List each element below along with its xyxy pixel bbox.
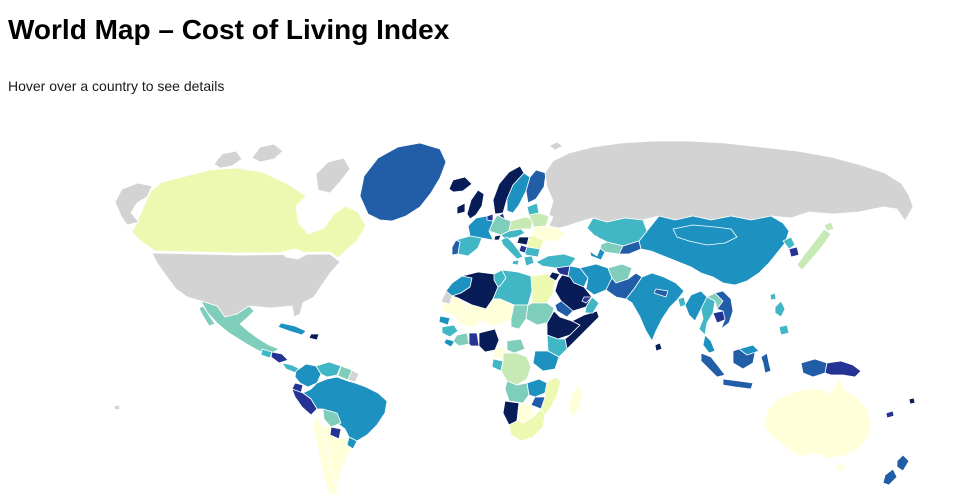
country-vietnam[interactable]: [714, 290, 734, 330]
country-uk[interactable]: [466, 189, 485, 220]
page-subtitle: Hover over a country to see details: [8, 78, 225, 94]
country-greenland[interactable]: [359, 142, 447, 222]
country-south-africa[interactable]: [508, 408, 546, 442]
country-zambia[interactable]: [526, 378, 548, 398]
continent-south-america: [113, 361, 388, 496]
country-central-african-republic[interactable]: [506, 338, 526, 354]
country-china[interactable]: [638, 215, 790, 286]
country-taiwan[interactable]: [769, 292, 777, 301]
country-svalbard[interactable]: [548, 141, 564, 151]
country-egypt[interactable]: [530, 273, 556, 304]
country-malaysia[interactable]: [702, 334, 760, 356]
country-nicaragua[interactable]: [270, 351, 289, 364]
country-hispaniola[interactable]: [308, 333, 320, 341]
country-ghana[interactable]: [468, 332, 480, 347]
country-india[interactable]: [625, 272, 685, 342]
country-uruguay[interactable]: [346, 436, 358, 450]
country-indonesia[interactable]: [700, 346, 828, 390]
continent-oceania: [763, 377, 916, 486]
country-new-zealand-south[interactable]: [882, 468, 898, 486]
country-guinea[interactable]: [441, 324, 459, 338]
country-venezuela[interactable]: [315, 361, 342, 378]
country-mozambique[interactable]: [540, 376, 562, 416]
country-bulgaria[interactable]: [524, 246, 541, 258]
country-north-korea[interactable]: [782, 236, 796, 250]
page-title: World Map – Cost of Living Index: [8, 14, 450, 45]
great-lakes: [281, 248, 308, 260]
country-israel[interactable]: [548, 271, 561, 282]
country-usa-alaska[interactable]: [114, 182, 153, 226]
country-philippines[interactable]: [774, 300, 790, 336]
country-australia[interactable]: [763, 377, 873, 459]
continent-north-america: [114, 142, 473, 374]
country-kyrgyzstan[interactable]: [618, 240, 642, 255]
continent-asia: [535, 140, 914, 390]
country-liberia[interactable]: [443, 338, 456, 348]
caspian-sea: [586, 235, 602, 257]
country-canada[interactable]: [131, 167, 367, 259]
country-tasmania[interactable]: [835, 462, 846, 472]
black-sea: [543, 243, 568, 255]
country-papua-new-guinea[interactable]: [824, 360, 862, 378]
country-japan[interactable]: [796, 221, 835, 271]
country-iceland[interactable]: [448, 176, 473, 193]
continent-africa: [438, 269, 600, 442]
country-netherlands[interactable]: [486, 213, 494, 222]
country-russia[interactable]: [544, 140, 914, 229]
country-canadian-arctic[interactable]: [213, 143, 351, 194]
country-french-polynesia[interactable]: [113, 404, 121, 411]
country-oman[interactable]: [584, 296, 600, 314]
country-yemen[interactable]: [554, 300, 574, 318]
country-ivory-coast[interactable]: [452, 332, 470, 347]
country-new-zealand-north[interactable]: [896, 454, 910, 472]
country-turkey[interactable]: [535, 253, 577, 269]
country-sri-lanka[interactable]: [654, 342, 663, 352]
country-bolivia[interactable]: [322, 408, 342, 428]
country-italy[interactable]: [500, 236, 524, 266]
map-header: World Map – Cost of Living Index Hover o…: [8, 14, 449, 94]
country-ireland[interactable]: [456, 202, 466, 215]
country-chad[interactable]: [510, 304, 529, 330]
country-uae[interactable]: [581, 296, 593, 304]
country-nigeria[interactable]: [478, 328, 500, 353]
country-mongolia[interactable]: [672, 224, 738, 246]
country-greece[interactable]: [523, 255, 535, 267]
continent-europe: [451, 141, 567, 267]
country-belarus[interactable]: [528, 212, 550, 228]
country-guatemala[interactable]: [260, 348, 273, 359]
country-norway[interactable]: [492, 165, 525, 215]
country-angola[interactable]: [504, 380, 530, 404]
country-nepal[interactable]: [653, 288, 669, 298]
country-tanzania[interactable]: [532, 350, 560, 372]
country-usa[interactable]: [151, 252, 341, 318]
country-cuba[interactable]: [277, 322, 307, 336]
country-mexico[interactable]: [198, 300, 280, 354]
country-south-korea[interactable]: [788, 246, 800, 258]
country-peru[interactable]: [291, 388, 318, 416]
country-madagascar[interactable]: [567, 385, 584, 419]
country-senegal[interactable]: [438, 315, 451, 326]
country-spain[interactable]: [455, 235, 483, 257]
country-drc[interactable]: [500, 352, 532, 386]
country-finland[interactable]: [525, 169, 547, 204]
country-new-caledonia[interactable]: [885, 410, 895, 419]
country-switzerland[interactable]: [493, 234, 502, 241]
country-argentina[interactable]: [321, 424, 354, 494]
country-fiji[interactable]: [908, 397, 916, 405]
country-french-guiana[interactable]: [347, 369, 360, 383]
